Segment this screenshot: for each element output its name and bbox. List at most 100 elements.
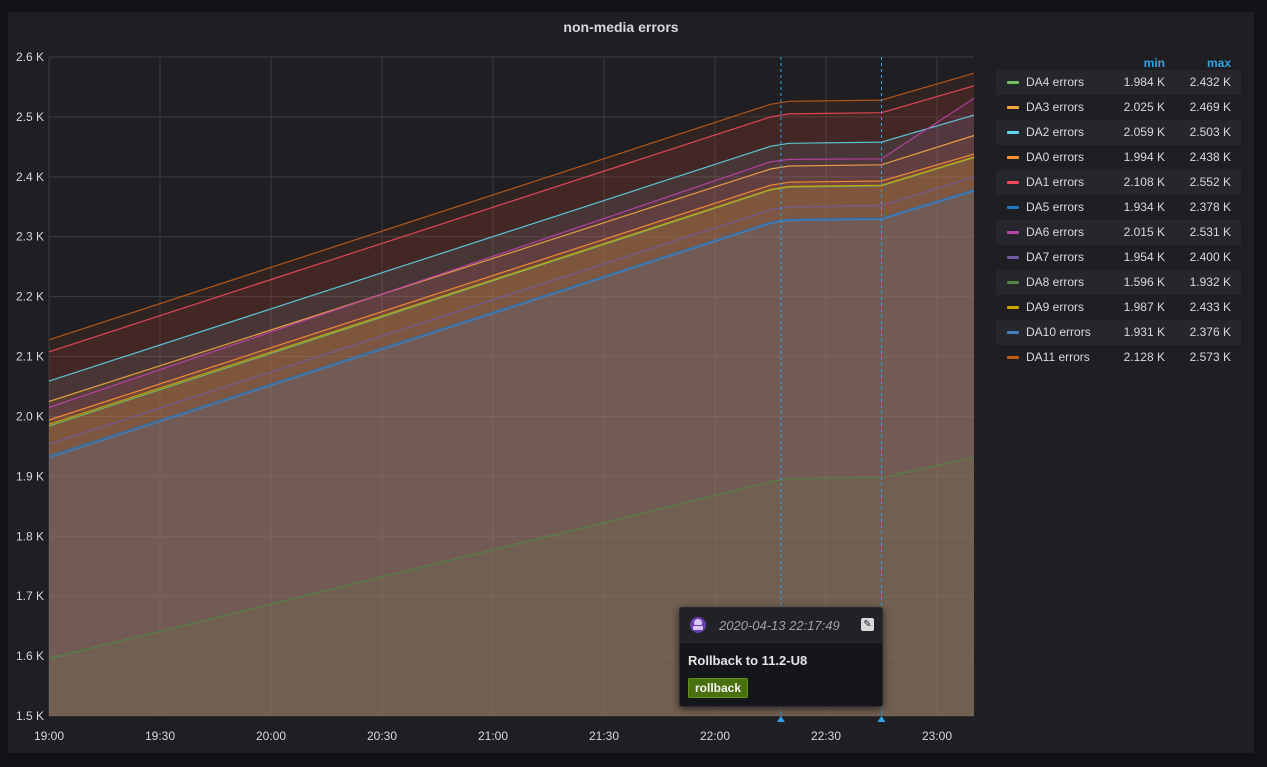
legend-swatch[interactable] bbox=[1007, 181, 1019, 184]
series-area bbox=[49, 154, 974, 717]
x-tick-label: 19:00 bbox=[34, 729, 64, 743]
legend-rows: DA4 errors 1.984 K 2.432 K DA3 errors 2.025 … bbox=[996, 70, 1241, 370]
legend-series-name[interactable]: DA11 errors bbox=[1026, 350, 1090, 364]
x-axis: 19:00 19:30 20:00 20:30 21:00 21:30 22:00 22:30… bbox=[34, 729, 952, 743]
legend-series-name[interactable]: DA5 errors bbox=[1026, 200, 1085, 214]
y-tick-label: 2.0 K bbox=[16, 409, 44, 423]
series-area bbox=[49, 85, 974, 717]
y-tick-label: 2.1 K bbox=[16, 350, 44, 364]
series-area bbox=[49, 157, 974, 717]
legend-min-value: 1.987 K bbox=[1123, 300, 1165, 314]
legend-swatch[interactable] bbox=[1007, 206, 1019, 209]
legend-swatch[interactable] bbox=[1007, 81, 1019, 84]
series-line[interactable] bbox=[48, 85, 975, 353]
legend-item[interactable]: DA4 errors 1.984 K 2.432 K bbox=[996, 70, 1241, 95]
legend-series-name[interactable]: DA2 errors bbox=[1026, 125, 1085, 139]
series-line[interactable] bbox=[48, 114, 975, 382]
legend-min-value: 2.108 K bbox=[1123, 175, 1165, 189]
legend-item[interactable]: DA3 errors 2.025 K 2.469 K bbox=[996, 95, 1241, 120]
y-tick-label: 1.5 K bbox=[16, 709, 44, 723]
x-tick-label: 21:00 bbox=[478, 729, 508, 743]
legend-max-header[interactable]: max bbox=[1206, 56, 1231, 70]
legend-max-value: 1.932 K bbox=[1189, 275, 1231, 289]
legend-swatch[interactable] bbox=[1007, 231, 1019, 234]
x-tick-label: 20:30 bbox=[367, 729, 397, 743]
y-tick-label: 1.6 K bbox=[16, 649, 44, 663]
legend-swatch[interactable] bbox=[1007, 281, 1019, 284]
chart-svg[interactable]: 1.5 K 1.6 K 1.7 K 1.8 K 1.9 K 2.0 K 2.1 K 2.2 K… bbox=[8, 12, 1254, 753]
legend-item[interactable]: DA5 errors 1.934 K 2.378 K bbox=[996, 195, 1241, 220]
annotation-text: Rollback to 11.2-U8 bbox=[688, 653, 808, 668]
legend-series-name[interactable]: DA6 errors bbox=[1026, 225, 1085, 239]
series-area bbox=[49, 115, 974, 717]
legend-swatch[interactable] bbox=[1007, 356, 1019, 359]
plot-background bbox=[49, 57, 974, 716]
series-line[interactable] bbox=[48, 189, 975, 457]
series-line[interactable] bbox=[48, 190, 975, 459]
series-line[interactable] bbox=[48, 156, 975, 425]
x-tick-label: 22:30 bbox=[811, 729, 841, 743]
legend-series-name[interactable]: DA4 errors bbox=[1026, 75, 1085, 89]
legend-min-value: 1.994 K bbox=[1123, 150, 1165, 164]
annotation-tooltip-header: 2020-04-13 22:17:49 ✎ bbox=[680, 608, 882, 643]
series-line[interactable] bbox=[48, 456, 975, 660]
legend-swatch[interactable] bbox=[1007, 156, 1019, 159]
series-area bbox=[49, 191, 974, 716]
legend-series-name[interactable]: DA9 errors bbox=[1026, 300, 1085, 314]
legend-item[interactable]: DA8 errors 1.596 K 1.932 K bbox=[996, 270, 1241, 295]
legend-series-name[interactable]: DA7 errors bbox=[1026, 250, 1085, 264]
annotation-marker[interactable] bbox=[877, 716, 886, 722]
series-area bbox=[49, 190, 974, 716]
legend-swatch[interactable] bbox=[1007, 306, 1019, 309]
x-tick-label: 21:30 bbox=[589, 729, 619, 743]
legend-swatch[interactable] bbox=[1007, 106, 1019, 109]
legend-item[interactable]: DA7 errors 1.954 K 2.400 K bbox=[996, 245, 1241, 270]
legend-item[interactable]: DA1 errors 2.108 K 2.552 K bbox=[996, 170, 1241, 195]
series-line[interactable] bbox=[48, 153, 975, 421]
series-area bbox=[49, 98, 974, 717]
legend-series-name[interactable]: DA3 errors bbox=[1026, 100, 1085, 114]
legend-item[interactable]: DA0 errors 1.994 K 2.438 K bbox=[996, 145, 1241, 170]
series-area bbox=[49, 176, 974, 717]
legend-max-value: 2.469 K bbox=[1189, 100, 1231, 114]
legend-series-name[interactable]: DA0 errors bbox=[1026, 150, 1085, 164]
legend-min-value: 1.984 K bbox=[1123, 75, 1165, 89]
panel-title[interactable]: non-media errors bbox=[563, 19, 679, 35]
series-line[interactable] bbox=[48, 97, 975, 409]
legend-min-header[interactable]: min bbox=[1143, 56, 1165, 70]
legend-item[interactable]: DA2 errors 2.059 K 2.503 K bbox=[996, 120, 1241, 145]
legend-swatch[interactable] bbox=[1007, 131, 1019, 134]
series-line[interactable] bbox=[48, 72, 975, 341]
annotation-markers bbox=[776, 57, 886, 722]
pencil-icon[interactable]: ✎ bbox=[861, 618, 874, 631]
legend-swatch[interactable] bbox=[1007, 256, 1019, 259]
legend-min-value: 1.954 K bbox=[1123, 250, 1165, 264]
y-tick-label: 1.8 K bbox=[16, 529, 44, 543]
legend-max-value: 2.573 K bbox=[1189, 350, 1231, 364]
legend-max-value: 2.378 K bbox=[1189, 200, 1231, 214]
series-line[interactable] bbox=[48, 176, 975, 445]
legend-min-value: 1.931 K bbox=[1123, 325, 1165, 339]
legend-min-value: 2.015 K bbox=[1123, 225, 1165, 239]
legend-max-value: 2.503 K bbox=[1189, 125, 1231, 139]
chart-areas bbox=[49, 73, 974, 717]
chart-grid bbox=[48, 56, 974, 717]
legend-series-name[interactable]: DA1 errors bbox=[1026, 175, 1085, 189]
legend-series-name[interactable]: DA10 errors bbox=[1026, 325, 1091, 339]
series-line[interactable] bbox=[48, 134, 975, 403]
legend-max-value: 2.438 K bbox=[1189, 150, 1231, 164]
y-tick-label: 2.4 K bbox=[16, 170, 44, 184]
annotation-tag[interactable]: rollback bbox=[688, 678, 749, 698]
legend-item[interactable]: DA10 errors 1.931 K 2.376 K bbox=[996, 320, 1241, 345]
legend-series-name[interactable]: DA8 errors bbox=[1026, 275, 1085, 289]
legend-max-value: 2.376 K bbox=[1189, 325, 1231, 339]
y-tick-label: 2.6 K bbox=[16, 50, 44, 64]
legend-min-value: 2.128 K bbox=[1123, 350, 1165, 364]
annotation-marker[interactable] bbox=[776, 716, 785, 722]
legend-swatch[interactable] bbox=[1007, 331, 1019, 334]
legend-item[interactable]: DA11 errors 2.128 K 2.573 K bbox=[996, 345, 1241, 370]
x-tick-label: 19:30 bbox=[145, 729, 175, 743]
legend-header: min max bbox=[996, 54, 1241, 70]
legend-item[interactable]: DA9 errors 1.987 K 2.433 K bbox=[996, 295, 1241, 320]
legend-item[interactable]: DA6 errors 2.015 K 2.531 K bbox=[996, 220, 1241, 245]
